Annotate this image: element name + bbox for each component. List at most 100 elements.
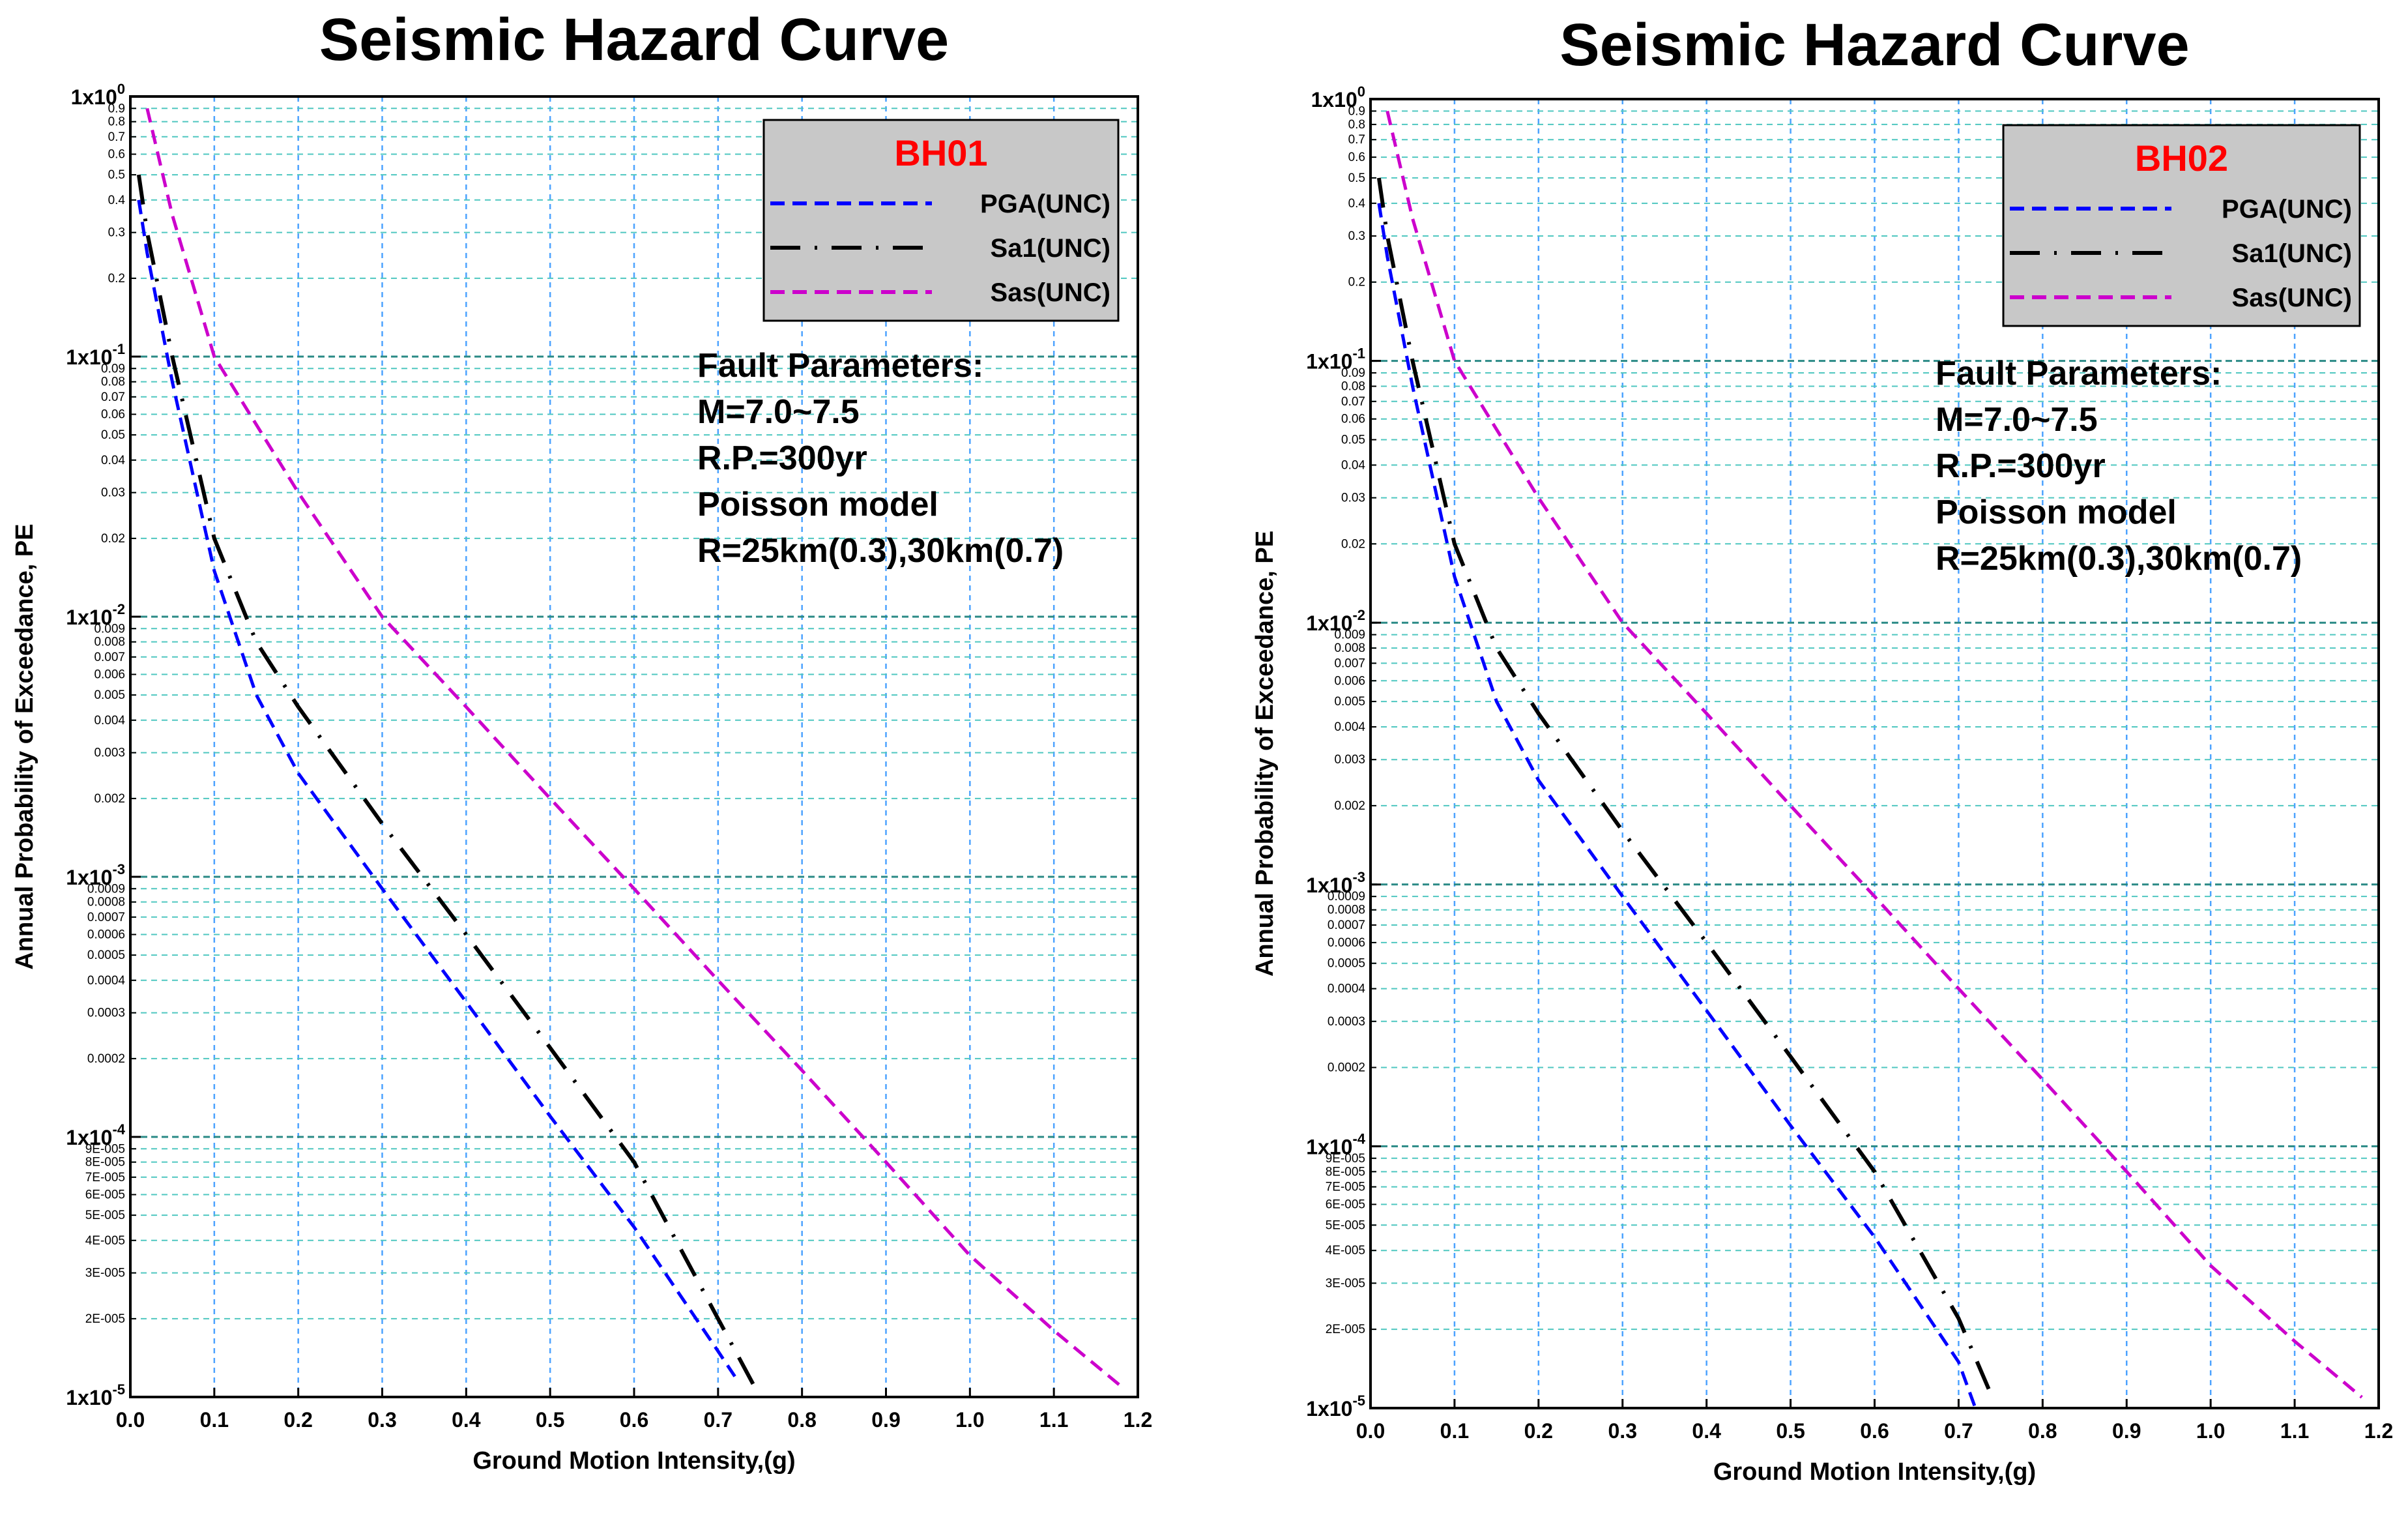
y-minor-tick-label: 0.5	[1348, 171, 1365, 185]
x-tick-label: 0.0	[116, 1408, 145, 1432]
y-major-tick-label: 1x10-5	[1306, 1392, 1365, 1420]
y-minor-tick-label: 0.8	[108, 115, 125, 129]
x-tick-label: 0.0	[1356, 1419, 1385, 1443]
x-tick-label: 1.2	[2364, 1419, 2393, 1443]
x-tick-label: 0.2	[283, 1408, 312, 1432]
annotation-line: R.P.=300yr	[1936, 447, 2106, 485]
y-minor-tick-label: 0.006	[1334, 674, 1365, 688]
annotation-line: R=25km(0.3),30km(0.7)	[1936, 540, 2302, 578]
y-major-tick-exp: -3	[112, 861, 125, 877]
y-minor-tick-label: 0.4	[1348, 197, 1366, 211]
y-minor-tick-label: 0.008	[1334, 641, 1365, 655]
y-major-tick-base: 1x10	[71, 85, 117, 109]
y-major-tick-label: 1x10-3	[66, 861, 125, 889]
y-major-tick-label: 1x10-1	[66, 341, 125, 369]
y-major-tick-base: 1x10	[66, 346, 112, 369]
x-tick-label: 0.8	[787, 1408, 816, 1432]
y-minor-tick-label: 3E-005	[85, 1267, 125, 1280]
y-major-tick-label: 1x10-3	[1306, 869, 1365, 897]
chart-title: Seismic Hazard Curve	[319, 7, 949, 73]
series-line-pga-unc	[137, 199, 736, 1377]
y-major-tick-base: 1x10	[1306, 874, 1352, 897]
legend-label: PGA(UNC)	[980, 190, 1110, 218]
legend-box	[2002, 124, 2361, 327]
y-minor-tick-label: 0.02	[101, 532, 125, 546]
annotation-line: R=25km(0.3),30km(0.7)	[697, 532, 1064, 570]
y-minor-tick-label: 0.0009	[1327, 890, 1365, 904]
y-minor-tick-label: 0.04	[101, 454, 125, 467]
y-minor-tick-label: 0.007	[1334, 656, 1365, 670]
legend-title: BH02	[2135, 138, 2228, 179]
y-minor-tick-label: 0.0008	[1327, 904, 1365, 917]
y-major-tick-exp: -2	[1352, 607, 1365, 623]
y-major-tick-base: 1x10	[1306, 611, 1352, 635]
y-minor-tick-label: 0.3	[108, 226, 125, 240]
y-major-tick-label: 1x10-2	[1306, 607, 1365, 635]
y-minor-tick-label: 0.0007	[87, 911, 125, 924]
y-major-tick-base: 1x10	[1306, 1135, 1352, 1158]
y-major-tick-exp: -4	[1352, 1130, 1365, 1147]
y-major-tick-base: 1x10	[1311, 88, 1357, 111]
x-tick-label: 1.0	[955, 1408, 984, 1432]
x-axis-title: Ground Motion Intensity,(g)	[1713, 1458, 2036, 1486]
y-minor-tick-label: 5E-005	[1326, 1218, 1365, 1232]
grid	[130, 96, 1138, 1397]
fault-parameters-note: Fault Parameters: M=7.0~7.5 R.P.=300yr Pois…	[1936, 355, 2302, 578]
x-tick-label: 0.4	[452, 1408, 481, 1432]
y-major-tick-exp: -3	[1352, 869, 1365, 885]
annotation-line: M=7.0~7.5	[697, 393, 860, 431]
x-tick-label: 0.8	[2028, 1419, 2057, 1443]
y-minor-tick-label: 0.7	[108, 130, 125, 144]
y-minor-tick-label: 0.9	[1348, 104, 1365, 118]
y-minor-tick-label: 0.06	[1341, 413, 1365, 426]
annotation-line: R.P.=300yr	[697, 439, 867, 477]
y-minor-tick-label: 0.003	[94, 746, 125, 760]
y-axis-title: Annual Probability of Exceedance, PE	[11, 523, 38, 969]
y-minor-tick-label: 0.005	[94, 688, 125, 702]
y-minor-tick-label: 0.007	[94, 651, 125, 664]
legend: BH01 PGA(UNC) Sa1(UNC) Sas(UNC)	[762, 119, 1120, 322]
y-major-tick-label: 1x10-5	[66, 1381, 125, 1409]
legend: BH02 PGA(UNC) Sa1(UNC) Sas(UNC)	[2002, 124, 2361, 327]
y-minor-tick-label: 0.8	[1348, 118, 1365, 132]
y-minor-tick-label: 2E-005	[1326, 1323, 1365, 1336]
y-minor-tick-label: 0.4	[108, 194, 126, 207]
legend-label: Sa1(UNC)	[991, 234, 1110, 263]
series-line-sas-unc	[1385, 110, 2363, 1399]
x-tick-label: 1.1	[1039, 1408, 1068, 1432]
annotation-line: Poisson model	[1936, 493, 2177, 531]
y-minor-tick-label: 3E-005	[1326, 1276, 1365, 1290]
y-minor-tick-label: 0.05	[1341, 433, 1365, 447]
y-major-tick-base: 1x10	[66, 1126, 112, 1149]
y-minor-tick-label: 9E-005	[1326, 1152, 1365, 1166]
y-minor-tick-label: 0.0004	[1327, 982, 1366, 996]
annotation-line: Fault Parameters:	[697, 347, 983, 385]
hazard-chart-svg-bh02: Seismic Hazard Curve 0.0 0.1 0.2 0.3 0.4 0.5 0.…	[1251, 12, 2393, 1486]
y-minor-tick-label: 0.0002	[87, 1052, 125, 1066]
y-minor-tick-label: 4E-005	[85, 1234, 125, 1248]
y-minor-tick-label: 2E-005	[85, 1312, 125, 1326]
y-minor-tick-label: 0.0009	[87, 882, 125, 896]
y-minor-tick-label: 4E-005	[1326, 1244, 1365, 1258]
series-line-sa1-unc	[136, 174, 762, 1398]
x-tick-label: 0.2	[1524, 1419, 1553, 1443]
annotation-line: Fault Parameters:	[1936, 355, 2222, 392]
legend-label: Sas(UNC)	[2232, 284, 2352, 312]
y-minor-tick-label: 0.0008	[87, 896, 125, 909]
y-major-tick-exp: 0	[1357, 83, 1365, 100]
y-minor-tick-label: 0.09	[101, 362, 125, 375]
y-minor-tick-label: 0.002	[94, 792, 125, 806]
hazard-chart-bh02: Seismic Hazard Curve 0.0 0.1 0.2 0.3 0.4 0.5 0.…	[1204, 0, 2408, 1515]
y-major-tick-base: 1x10	[1306, 1397, 1352, 1420]
legend-title: BH01	[894, 132, 987, 173]
y-minor-tick-label: 0.0003	[87, 1007, 125, 1020]
x-tick-label: 1.0	[2196, 1419, 2225, 1443]
y-minor-tick-label: 0.6	[108, 148, 125, 162]
y-major-tick-label: 1x100	[71, 81, 125, 109]
x-tick-label: 0.7	[1944, 1419, 1973, 1443]
y-minor-tick-label: 0.009	[94, 622, 125, 636]
y-minor-tick-label: 6E-005	[85, 1188, 125, 1202]
legend-box	[762, 119, 1120, 322]
y-minor-tick-label: 0.004	[94, 714, 125, 728]
y-major-tick-base: 1x10	[66, 1386, 112, 1409]
